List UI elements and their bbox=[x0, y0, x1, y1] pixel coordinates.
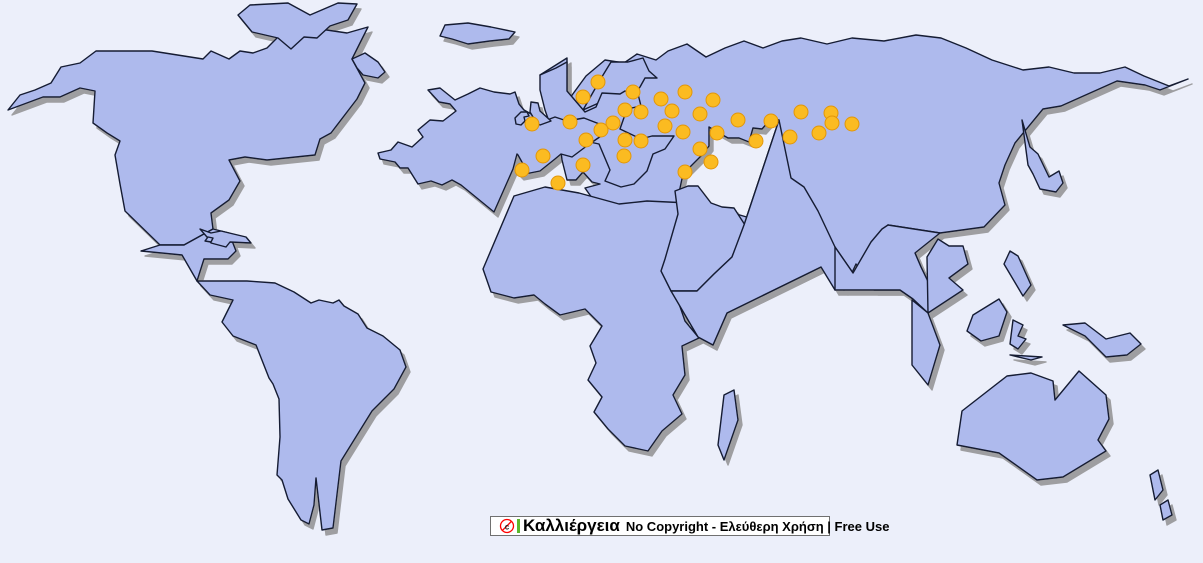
svg-text:c: c bbox=[505, 523, 510, 532]
